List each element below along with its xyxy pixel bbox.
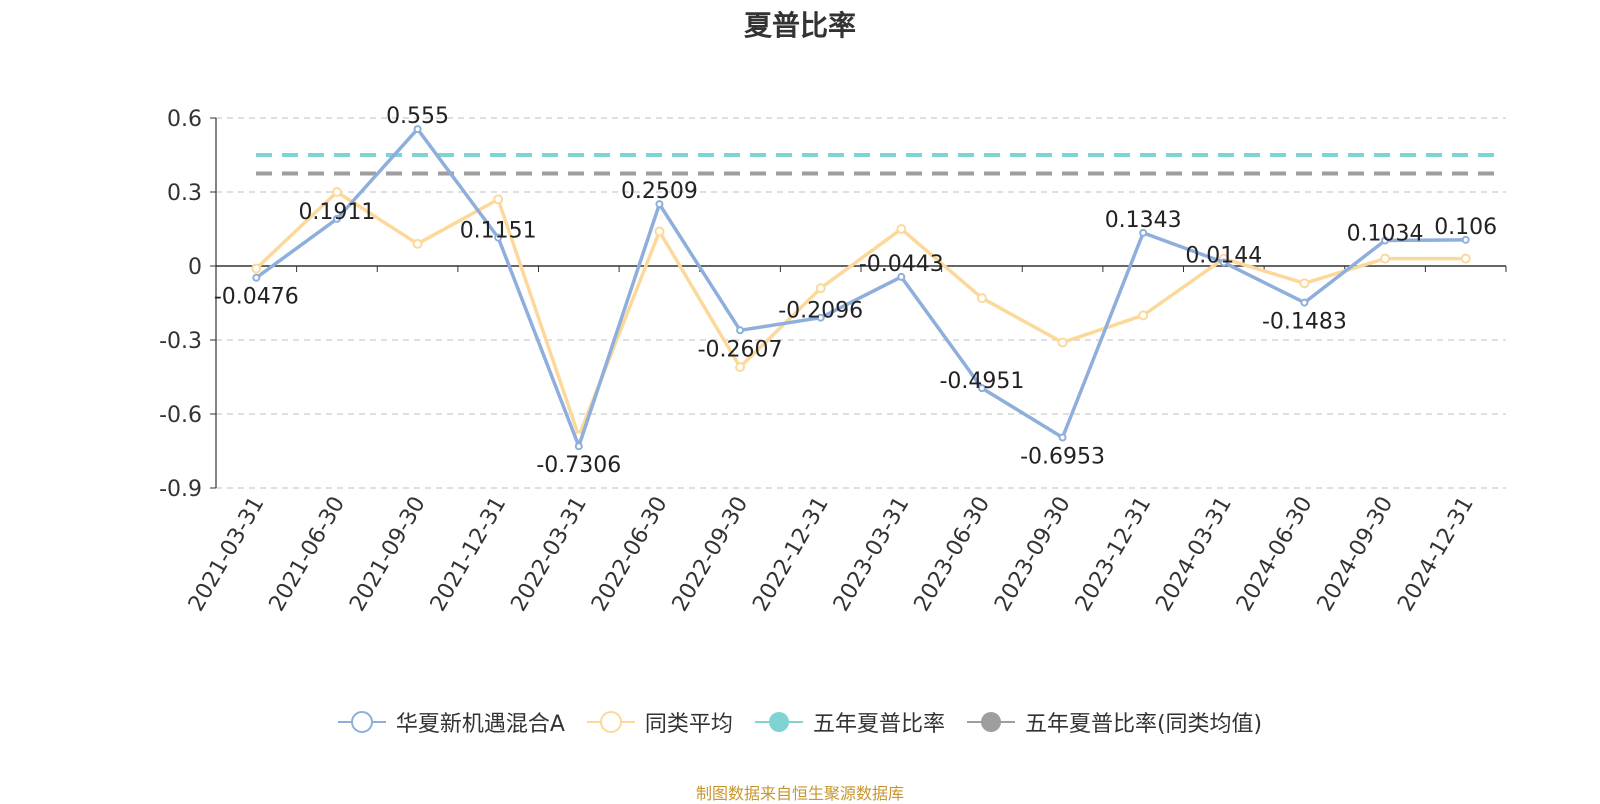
legend-label-five-year-peer: 五年夏普比率(同类均值) bbox=[1024, 712, 1263, 737]
data-point bbox=[494, 233, 503, 242]
x-tick-label: 2022-03-31 bbox=[506, 493, 592, 616]
data-point bbox=[1139, 228, 1148, 237]
data-point bbox=[654, 226, 665, 237]
data-point bbox=[574, 442, 583, 451]
legend-label-fund: 华夏新机遇混合A bbox=[395, 712, 565, 737]
x-tick-label: 2022-12-31 bbox=[748, 493, 834, 616]
y-tick-label: 0.6 bbox=[167, 107, 202, 132]
data-point bbox=[1299, 278, 1310, 289]
data-label: 0.1911 bbox=[298, 200, 375, 225]
x-tick-label: 2023-12-31 bbox=[1071, 493, 1157, 616]
y-tick-label: -0.3 bbox=[159, 329, 202, 354]
data-label: 0.1151 bbox=[460, 219, 537, 244]
data-point bbox=[251, 263, 262, 274]
data-point bbox=[1461, 235, 1470, 244]
x-tick-label: 2024-03-31 bbox=[1151, 493, 1237, 616]
data-label: -0.2096 bbox=[778, 299, 863, 324]
y-tick-label: -0.6 bbox=[159, 403, 202, 428]
data-point bbox=[816, 313, 825, 322]
hollow-circle-icon bbox=[586, 711, 635, 733]
legend-label-five-year: 五年夏普比率 bbox=[812, 712, 945, 737]
chart-legend: 华夏新机遇混合A 同类平均 五年夏普比率 五年夏普比率(同类均值) bbox=[0, 706, 1600, 738]
data-point bbox=[655, 200, 664, 209]
data-label: -0.4951 bbox=[939, 369, 1024, 394]
data-label: 0.0144 bbox=[1185, 243, 1262, 268]
data-label: -0.0443 bbox=[859, 252, 944, 277]
data-point bbox=[332, 214, 341, 223]
x-tick-label: 2021-09-30 bbox=[345, 493, 431, 616]
data-point bbox=[1381, 236, 1390, 245]
sharpe-ratio-chart: 0.60.30-0.3-0.6-0.92021-03-312021-06-302… bbox=[159, 104, 1507, 616]
data-point bbox=[977, 384, 986, 393]
x-tick-label: 2021-03-31 bbox=[184, 493, 270, 616]
data-point bbox=[1138, 310, 1149, 321]
data-point bbox=[331, 187, 342, 197]
source-note: 制图数据来自恒生聚源数据库 bbox=[695, 784, 904, 803]
x-tick-label: 2023-09-30 bbox=[990, 493, 1076, 616]
legend-item-five-year-peer[interactable]: 五年夏普比率(同类均值) bbox=[966, 706, 1263, 738]
data-label: -0.0476 bbox=[214, 285, 299, 310]
data-point bbox=[412, 238, 423, 249]
x-tick-label: 2024-09-30 bbox=[1313, 493, 1399, 616]
x-tick-label: 2023-03-31 bbox=[829, 493, 915, 616]
x-tick-label: 2023-06-30 bbox=[910, 493, 996, 616]
series-line bbox=[255, 127, 1466, 448]
data-point bbox=[1300, 298, 1309, 307]
legend-label-peer-average: 同类平均 bbox=[644, 712, 733, 737]
x-tick-label: 2022-09-30 bbox=[668, 493, 754, 616]
data-point bbox=[735, 362, 746, 373]
data-label: -0.1483 bbox=[1262, 310, 1347, 335]
data-point bbox=[976, 293, 987, 304]
x-tick-label: 2024-12-31 bbox=[1393, 493, 1479, 616]
data-label: -0.2607 bbox=[698, 337, 783, 362]
series-line bbox=[255, 190, 1466, 438]
data-label: -0.7306 bbox=[536, 453, 621, 478]
data-point bbox=[815, 283, 826, 294]
data-point bbox=[896, 224, 907, 234]
data-point bbox=[1058, 433, 1067, 442]
chart-title: 夏普比率 bbox=[743, 9, 856, 42]
data-point bbox=[1219, 258, 1228, 267]
x-tick-label: 2022-06-30 bbox=[587, 493, 673, 616]
x-tick-label: 2024-06-30 bbox=[1232, 493, 1318, 616]
filled-circle-icon bbox=[754, 712, 803, 732]
data-point bbox=[252, 273, 261, 282]
data-label: 0.106 bbox=[1434, 215, 1497, 240]
x-tick-label: 2021-12-31 bbox=[426, 493, 512, 616]
data-label: 0.1343 bbox=[1105, 208, 1182, 233]
y-tick-label: -0.9 bbox=[159, 477, 202, 502]
filled-circle-icon bbox=[966, 712, 1015, 732]
data-point bbox=[1460, 253, 1471, 264]
data-point bbox=[413, 125, 422, 134]
data-point bbox=[736, 326, 745, 335]
data-point bbox=[493, 194, 504, 205]
y-tick-label: 0 bbox=[188, 255, 202, 280]
data-point bbox=[897, 272, 906, 281]
legend-item-fund[interactable]: 华夏新机遇混合A bbox=[337, 706, 565, 738]
data-label: 0.1034 bbox=[1347, 221, 1424, 246]
data-point bbox=[1057, 337, 1068, 348]
legend-item-peer-average[interactable]: 同类平均 bbox=[586, 706, 733, 738]
data-label: 0.555 bbox=[386, 104, 449, 129]
legend-item-five-year[interactable]: 五年夏普比率 bbox=[754, 706, 945, 738]
data-label: -0.6953 bbox=[1020, 445, 1105, 470]
x-tick-label: 2021-06-30 bbox=[265, 493, 351, 616]
hollow-circle-icon bbox=[337, 711, 386, 733]
data-label: 0.2509 bbox=[621, 179, 698, 204]
y-tick-label: 0.3 bbox=[167, 181, 202, 206]
data-point bbox=[1380, 253, 1391, 264]
